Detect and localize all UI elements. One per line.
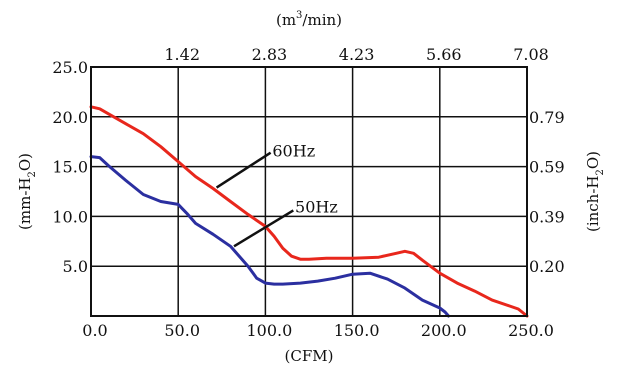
x-axis-top-label-main: (m: [276, 11, 296, 29]
series-line-50hz: [89, 155, 450, 318]
annotation-leader-60hz: [215, 151, 272, 189]
x-top-tick-label: 2.83: [252, 45, 288, 64]
x-tick-label: 100.0: [246, 321, 292, 340]
annotations: 60Hz 50Hz: [215, 142, 338, 248]
y-axis-right-label-sub: 2: [595, 169, 606, 175]
y-tick-label: 20.0: [52, 108, 88, 127]
y-right-tick-label: 0.20: [529, 257, 565, 276]
y-right-tick-label: 0.59: [529, 158, 565, 177]
x-axis-top-label-rest: /min): [302, 11, 342, 29]
y-axis-right-label: (inch-H2O): [584, 151, 606, 232]
x-top-tick-label: 5.66: [426, 45, 462, 64]
x-tick-label: 150.0: [334, 321, 380, 340]
x-tick-label: 200.0: [421, 321, 467, 340]
x-tick-label: 50.0: [164, 321, 200, 340]
plot-frame: [90, 66, 528, 317]
x-axis-label: (CFM): [285, 347, 334, 365]
y-axis-left-label-sub: 2: [27, 171, 38, 177]
y-axis-right-label-rest: O): [584, 151, 602, 169]
y-tick-label: 15.0: [52, 158, 88, 177]
x-axis-top-label-sup: 3: [296, 10, 302, 21]
y-axis-right-label-main: (inch-H: [584, 176, 602, 233]
x-axis-top-label: (m3/min): [276, 10, 342, 29]
series-line-60hz: [89, 105, 529, 318]
annotation-leader-50hz: [233, 209, 294, 248]
y-axis-left-label-main: (mm-H: [16, 178, 34, 230]
y-tick-label: 5.0: [63, 257, 88, 276]
x-tick-label: 250.0: [508, 321, 554, 340]
tick-labels: 0.0 50.0 100.0 150.0 200.0 250.0 1.42 2.83 4.23 5…: [52, 45, 564, 340]
annotation-label-60hz: 60Hz: [272, 142, 315, 161]
y-right-tick-label: 0.39: [529, 207, 565, 226]
series-lines: [89, 105, 529, 318]
annotation-label-50hz: 50Hz: [295, 197, 338, 216]
y-axis-left-label: (mm-H2O): [16, 153, 38, 230]
x-top-tick-label: 1.42: [164, 45, 200, 64]
x-top-tick-label: 4.23: [339, 45, 375, 64]
y-axis-left-label-rest: O): [16, 153, 34, 171]
y-right-tick-label: 0.79: [529, 108, 565, 127]
x-tick-label: 0.0: [82, 321, 107, 340]
y-tick-label: 10.0: [52, 207, 88, 226]
grid-lines: [91, 67, 527, 316]
y-tick-label: 25.0: [52, 58, 88, 77]
x-top-tick-label: 7.08: [513, 45, 549, 64]
